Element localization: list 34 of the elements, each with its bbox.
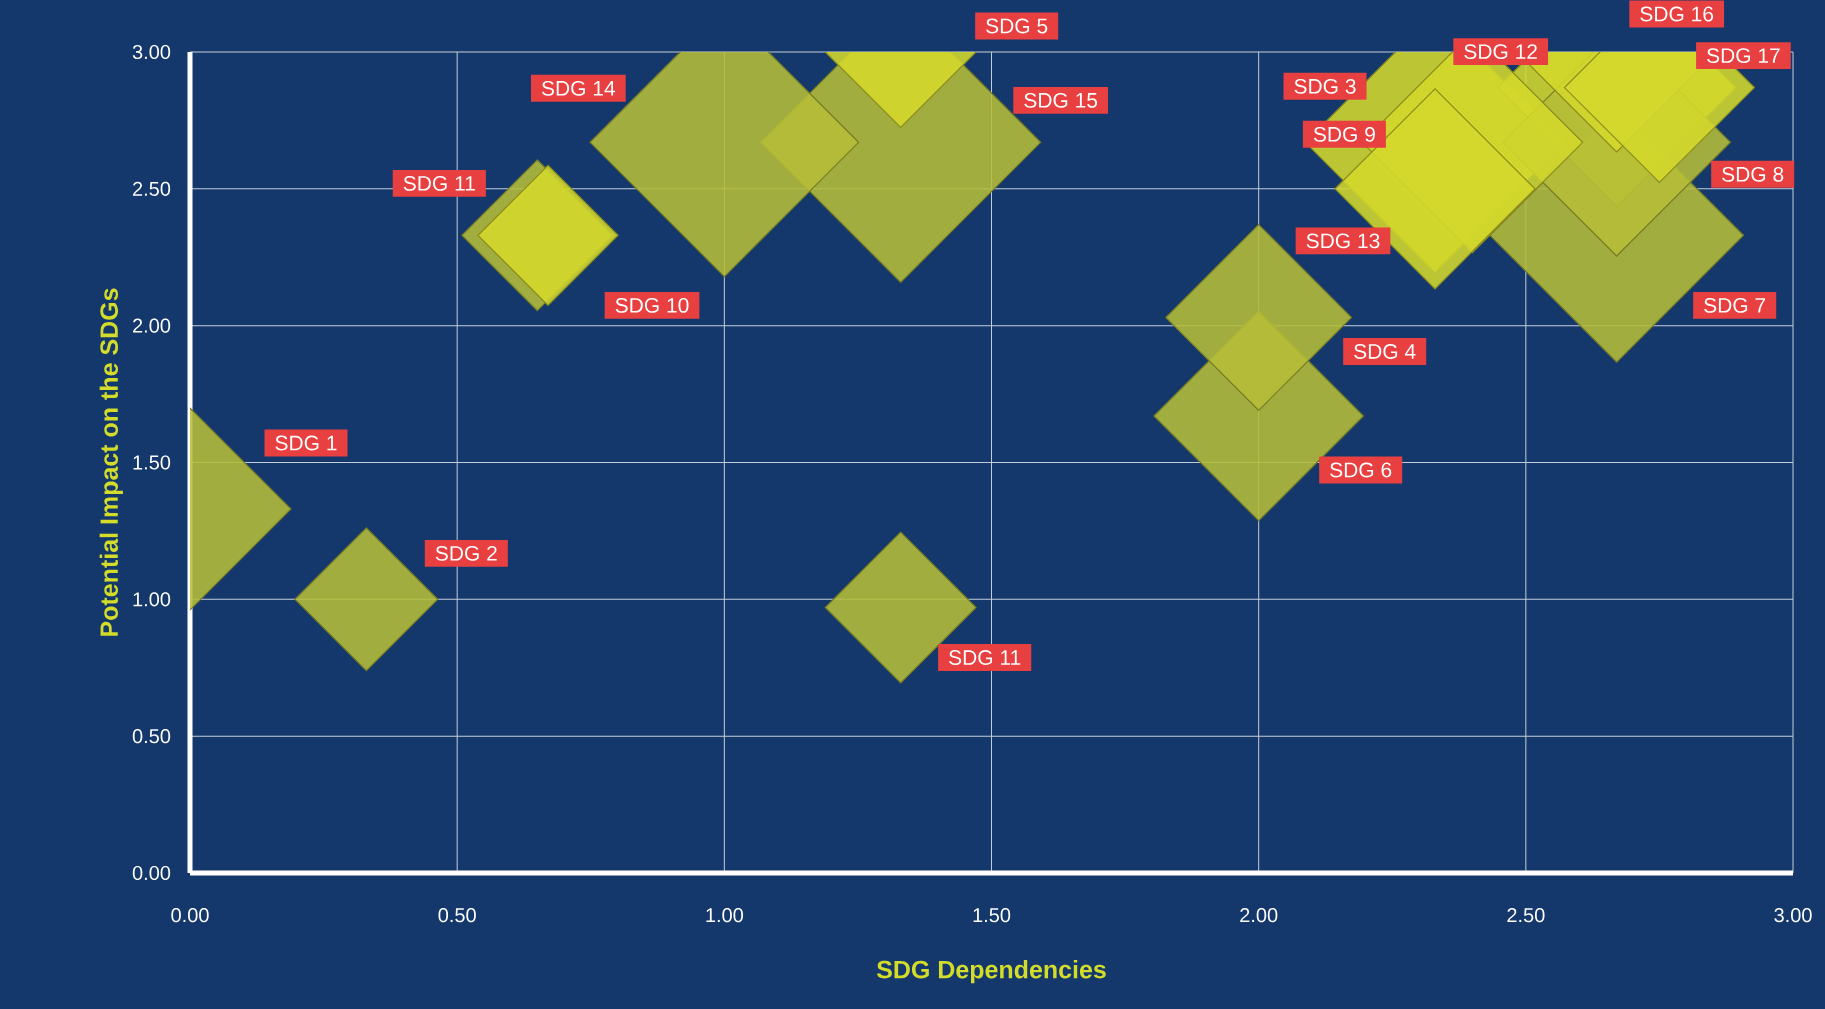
y-tick-label: 1.00	[133, 592, 171, 607]
series-label: SDG 6	[1330, 462, 1392, 478]
series-label: SDG 4	[1354, 344, 1416, 359]
x-tick-label: 2.00	[1240, 908, 1278, 923]
series-label: SDG 17	[1707, 48, 1780, 64]
series-label: SDG 7	[1704, 297, 1766, 313]
y-tick-label: 0.00	[132, 865, 171, 881]
series-label: SDG 9	[1313, 126, 1375, 142]
series-label: SDG 16	[1640, 6, 1714, 22]
y-tick-label: 0.50	[132, 729, 171, 744]
series-label: SDG 8	[1722, 166, 1784, 182]
series-label: SDG 3	[1294, 78, 1356, 94]
y-tick-label: 2.50	[133, 181, 171, 196]
series-label: SDG 13	[1306, 233, 1380, 249]
x-tick-label: 1.50	[973, 908, 1011, 923]
series-label: SDG 2	[435, 545, 497, 561]
y-tick-label: 3.00	[132, 44, 171, 60]
series-label: SDG 14	[541, 80, 616, 96]
series-label: SDG 1	[275, 435, 337, 451]
x-tick-label: 0.00	[171, 908, 209, 923]
series-label: SDG 5	[986, 18, 1048, 34]
series-label: SDG 15	[1024, 92, 1098, 108]
y-axis-title: Potential Impact on the SDGs	[99, 288, 123, 636]
series-label: SDG 12	[1464, 44, 1537, 60]
x-axis-title: SDG Dependencies	[876, 960, 1106, 984]
x-tick-label: 0.50	[438, 908, 476, 923]
x-tick-label: 3.00	[1774, 908, 1812, 923]
y-tick-label: 1.50	[133, 455, 171, 470]
text: SDG 10	[615, 297, 689, 313]
y-tick-label: 2.00	[133, 318, 171, 333]
series-label: SDG 11	[949, 650, 1021, 665]
x-tick-label: 2.50	[1507, 908, 1545, 923]
series-label: SDG 11	[403, 175, 475, 191]
x-tick-label: 1.00	[706, 908, 744, 923]
